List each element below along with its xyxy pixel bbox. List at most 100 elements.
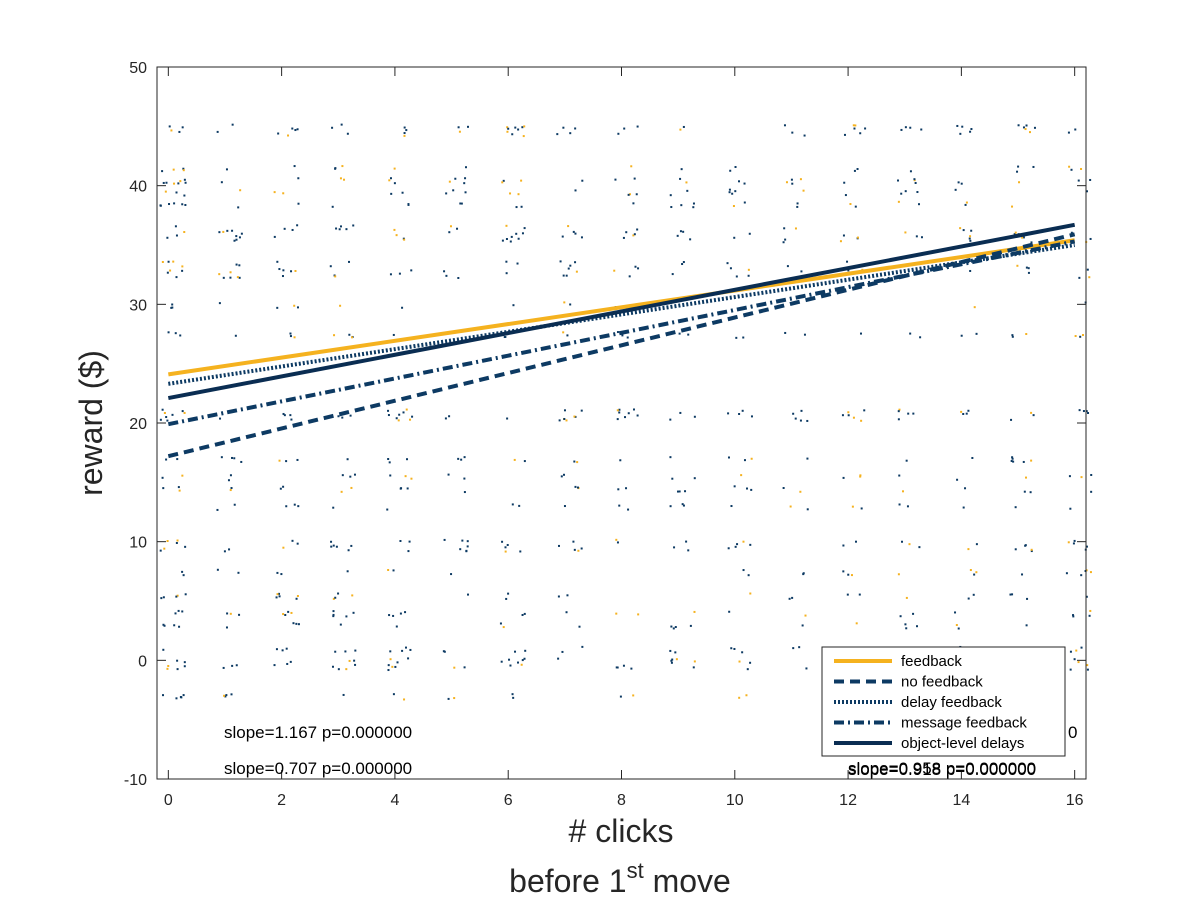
scatter-point	[678, 332, 681, 335]
scatter-point	[670, 659, 673, 662]
scatter-point	[956, 478, 959, 481]
scatter-point	[563, 417, 566, 420]
scatter-point	[632, 234, 635, 237]
scatter-point	[467, 593, 470, 596]
scatter-point	[389, 658, 392, 661]
scatter-point	[1014, 548, 1017, 551]
scatter-point	[179, 180, 182, 183]
scatter-point	[448, 180, 451, 183]
scatter-point	[566, 594, 569, 597]
scatter-point	[287, 610, 290, 613]
scatter-point	[345, 228, 348, 231]
scatter-point	[162, 694, 165, 697]
scatter-point	[176, 594, 179, 597]
scatter-point	[401, 306, 404, 309]
scatter-point	[332, 597, 335, 600]
scatter-point	[282, 613, 285, 616]
scatter-point	[166, 419, 169, 422]
scatter-point	[183, 194, 186, 197]
scatter-point	[738, 180, 741, 183]
scatter-point	[339, 225, 342, 228]
scatter-point	[447, 697, 450, 700]
scatter-point	[238, 613, 241, 616]
scatter-point	[182, 167, 185, 170]
scatter-point	[339, 177, 342, 180]
scatter-point	[692, 206, 695, 209]
x-axis-label-line2-post: move	[644, 863, 731, 899]
scatter-point	[352, 611, 355, 614]
scatter-point	[897, 418, 900, 421]
scatter-point	[972, 593, 975, 596]
scatter-point	[901, 540, 904, 543]
scatter-point	[970, 128, 973, 131]
scatter-point	[521, 126, 524, 129]
scatter-point	[410, 269, 413, 272]
scatter-point	[389, 474, 392, 477]
scatter-point	[183, 231, 186, 234]
scatter-point	[502, 179, 505, 182]
scatter-point	[240, 232, 243, 235]
scatter-point	[961, 125, 964, 128]
scatter-point	[332, 506, 335, 509]
scatter-point	[742, 569, 745, 572]
scatter-point	[182, 694, 185, 697]
scatter-point	[615, 666, 618, 669]
scatter-point	[181, 126, 184, 129]
legend-label: message feedback	[901, 715, 1027, 732]
scatter-point	[637, 613, 640, 616]
scatter-point	[960, 410, 963, 413]
scatter-point	[916, 625, 919, 628]
scatter-point	[806, 457, 809, 460]
fit-line-feedback	[168, 238, 1075, 377]
scatter-point	[290, 611, 293, 614]
scatter-point	[740, 474, 743, 477]
scatter-point	[975, 332, 978, 335]
scatter-point	[674, 626, 677, 629]
scatter-point	[332, 610, 335, 613]
scatter-point	[1013, 233, 1016, 236]
scatter-point	[229, 474, 232, 477]
scatter-point	[971, 456, 974, 459]
scatter-point	[297, 177, 300, 180]
scatter-point	[1085, 190, 1088, 193]
scatter-point	[1026, 597, 1029, 600]
legend-label: feedback	[901, 653, 962, 670]
scatter-point	[558, 419, 561, 422]
scatter-point	[852, 124, 855, 127]
scatter-point	[674, 651, 677, 654]
scatter-point	[627, 508, 630, 511]
scatter-point	[463, 666, 466, 669]
scatter-point	[853, 127, 856, 130]
scatter-point	[514, 126, 517, 129]
scatter-point	[279, 487, 282, 490]
scatter-point	[1009, 593, 1012, 596]
scatter-point	[1030, 241, 1033, 244]
scatter-point	[967, 548, 970, 551]
scatter-point	[176, 539, 179, 542]
scatter-point	[346, 458, 349, 461]
scatter-point	[563, 409, 566, 412]
scatter-point	[563, 301, 566, 304]
scatter-point	[282, 269, 285, 272]
scatter-point	[575, 270, 578, 273]
scatter-point	[898, 474, 901, 477]
scatter-point	[904, 623, 907, 626]
scatter-point	[159, 204, 162, 207]
scatter-point	[748, 232, 751, 235]
scatter-point	[463, 182, 466, 185]
scatter-point	[628, 193, 631, 196]
scatter-point	[1022, 126, 1025, 129]
scatter-point	[515, 232, 518, 235]
scatter-point	[406, 487, 409, 490]
scatter-point	[686, 189, 689, 192]
scatter-point	[687, 333, 690, 336]
scatter-point	[908, 543, 911, 546]
scatter-point	[404, 646, 407, 649]
scatter-point	[443, 538, 446, 541]
scatter-point	[285, 505, 288, 508]
scatter-point	[854, 540, 857, 543]
scatter-point	[166, 236, 169, 239]
scatter-point	[505, 238, 508, 241]
scatter-point	[509, 240, 512, 243]
scatter-point	[669, 456, 672, 459]
